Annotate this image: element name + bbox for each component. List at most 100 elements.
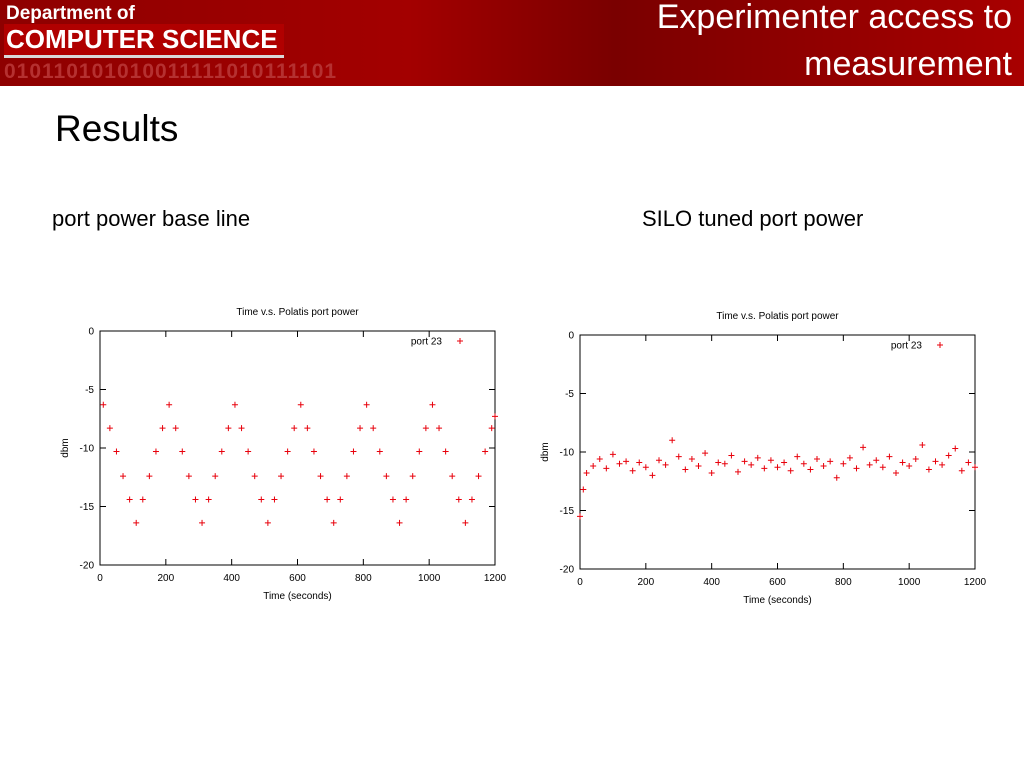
data-point [179,448,186,455]
caption: port power base line [52,206,251,231]
data-point [449,473,456,480]
data-point [846,454,853,461]
y-tick-label: 0 [568,331,574,342]
data-point [893,470,899,477]
y-tick-label: -10 [560,448,575,459]
chart-title: Time v.s. Polatis port power [716,311,839,322]
data-point [728,452,735,459]
data-point [925,466,932,473]
data-point [642,464,649,471]
data-point [475,473,482,480]
x-tick-label: 800 [355,573,372,584]
data-point [205,496,212,503]
data-point [330,519,337,526]
data-point [343,473,350,480]
data-point [422,425,429,432]
data-point [106,425,113,432]
data-point [357,425,364,432]
y-tick-label: 0 [88,327,94,338]
data-point [383,473,390,480]
x-tick-label: 1200 [964,577,987,588]
data-point [781,459,788,466]
slide-title: Experimenter access to measurement [656,0,1012,83]
data-point [577,513,583,520]
data-point [656,457,662,464]
data-point [271,496,278,503]
data-point [218,448,225,455]
x-tick-label: 200 [637,577,654,588]
data-point [370,425,377,432]
data-point [820,463,827,470]
data-point [741,458,748,465]
dept-name: COMPUTER SCIENCE [4,24,284,58]
data-point [409,473,416,480]
data-point [152,448,159,455]
data-point [350,448,357,455]
data-point [310,448,317,455]
y-axis-label: dbm [60,438,71,457]
y-tick-label: -20 [560,565,575,576]
data-point [721,460,728,467]
data-point [688,456,695,463]
data-point [133,519,140,526]
data-point [492,413,498,420]
header: 010110101010011111010111101 Department o… [0,0,1024,86]
y-tick-label: -5 [85,385,94,396]
data-point [616,460,623,467]
data-point [596,456,603,463]
x-tick-label: 1000 [898,577,921,588]
data-point [866,461,873,468]
data-point [965,459,972,466]
data-point [317,473,324,480]
data-point [376,448,383,455]
data-point [583,470,590,477]
data-point [603,465,610,472]
data-point [735,468,741,475]
data-point [695,463,702,470]
data-point [952,445,959,452]
legend-label: port 23 [891,341,923,352]
data-point [212,473,219,480]
data-point [774,464,781,471]
y-tick-label: -20 [80,561,95,572]
data-point [488,425,495,432]
data-point [833,474,840,481]
data-point [590,463,597,470]
data-point [840,460,847,467]
data-point [139,496,146,503]
y-tick-label: -15 [80,502,95,513]
data-point [675,453,682,460]
data-point [113,448,120,455]
x-tick-label: 600 [769,577,786,588]
data-point [231,401,238,408]
y-tick-label: -15 [560,506,575,517]
data-point [389,496,396,503]
data-point [794,453,801,460]
data-point [468,496,475,503]
data-point [245,448,252,455]
data-point [636,459,643,466]
data-point [629,467,636,474]
y-tick-label: -10 [80,444,95,455]
data-point [800,460,807,467]
x-tick-label: 0 [577,577,583,588]
data-point [873,457,880,464]
data-point [860,444,867,451]
data-point [442,448,449,455]
data-point [455,496,462,503]
data-point [100,401,107,408]
legend-label: port 23 [411,337,443,348]
dept-line: Department of [6,3,135,24]
data-point [166,401,173,408]
data-point [291,425,298,432]
data-point [199,519,206,526]
plot-frame [99,330,496,566]
data-point [945,452,952,459]
data-point [702,450,709,457]
heading: Results [55,108,179,149]
data-point [906,463,913,470]
data-point [609,451,616,458]
data-point [396,519,403,526]
data-point [159,425,166,432]
